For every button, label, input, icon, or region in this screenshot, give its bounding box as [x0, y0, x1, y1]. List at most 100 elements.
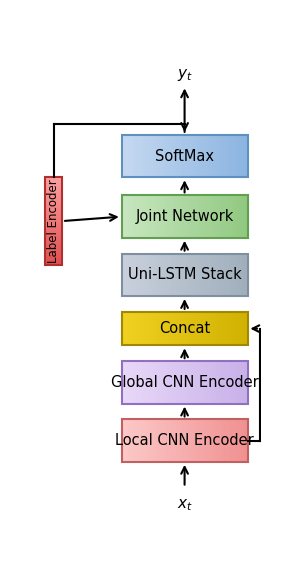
Bar [185, 254, 187, 296]
Bar [206, 361, 208, 404]
Text: Label Encoder: Label Encoder [47, 179, 60, 263]
Bar [45, 193, 62, 195]
Bar [136, 420, 139, 462]
Bar [45, 217, 62, 218]
Bar [168, 135, 170, 178]
Bar [193, 135, 195, 178]
Bar [126, 420, 128, 462]
Bar [195, 196, 197, 238]
Bar [226, 254, 229, 296]
Bar [210, 312, 212, 346]
Bar [124, 196, 126, 238]
Bar [206, 420, 208, 462]
Bar [45, 240, 62, 242]
Bar [245, 254, 248, 296]
Bar [193, 420, 195, 462]
Bar [226, 420, 229, 462]
Bar [208, 196, 210, 238]
Bar [212, 254, 214, 296]
Bar [222, 361, 225, 404]
Bar [187, 254, 189, 296]
Bar [239, 135, 242, 178]
Bar [235, 196, 237, 238]
Bar [189, 312, 191, 346]
Bar [134, 135, 137, 178]
Bar [45, 231, 62, 233]
Bar [170, 361, 172, 404]
Bar [216, 196, 218, 238]
Text: Global CNN Encoder: Global CNN Encoder [111, 375, 258, 390]
Bar [130, 312, 132, 346]
Bar [195, 420, 197, 462]
Bar [45, 221, 62, 222]
Bar [210, 420, 212, 462]
Bar [237, 361, 239, 404]
Bar [212, 135, 214, 178]
Bar [191, 254, 193, 296]
Bar [201, 361, 204, 404]
Bar [178, 196, 181, 238]
Bar [197, 312, 200, 346]
Bar [187, 312, 189, 346]
Bar [45, 208, 62, 210]
Bar [134, 196, 137, 238]
Bar [182, 312, 185, 346]
Bar [245, 361, 248, 404]
Bar [136, 312, 139, 346]
Bar [168, 196, 170, 238]
Bar [210, 254, 212, 296]
Bar [160, 254, 162, 296]
Bar [162, 196, 164, 238]
Bar [222, 254, 225, 296]
Bar [222, 135, 225, 178]
Bar [147, 135, 149, 178]
Bar [170, 196, 172, 238]
Bar [204, 135, 206, 178]
Bar [45, 177, 62, 179]
Bar [128, 420, 130, 462]
Bar [157, 135, 160, 178]
Bar [157, 254, 160, 296]
Text: Joint Network: Joint Network [135, 209, 234, 224]
Bar [189, 196, 191, 238]
Bar [45, 214, 62, 215]
Bar [45, 184, 62, 186]
Bar [212, 361, 214, 404]
Bar [199, 420, 202, 462]
Bar [185, 420, 187, 462]
Bar [155, 135, 157, 178]
Bar [45, 226, 62, 228]
Bar [214, 420, 216, 462]
Bar [237, 254, 239, 296]
Bar [208, 135, 210, 178]
Bar [132, 196, 135, 238]
Text: Uni-LSTM Stack: Uni-LSTM Stack [128, 267, 242, 282]
Bar [216, 254, 218, 296]
Bar [241, 312, 244, 346]
Bar [147, 312, 149, 346]
Bar [130, 135, 132, 178]
Bar [204, 420, 206, 462]
Bar [224, 196, 227, 238]
Bar [199, 254, 202, 296]
Bar [170, 135, 172, 178]
Bar [222, 420, 225, 462]
Bar [149, 196, 151, 238]
Bar [143, 254, 145, 296]
Bar [204, 361, 206, 404]
Bar [189, 254, 191, 296]
Bar [233, 135, 235, 178]
Bar [45, 260, 62, 262]
Bar [193, 361, 195, 404]
Bar [164, 196, 166, 238]
Bar [45, 211, 62, 212]
Bar [45, 254, 62, 256]
Bar [153, 420, 155, 462]
Bar [141, 135, 143, 178]
Text: SoftMax: SoftMax [155, 148, 214, 164]
Bar [45, 234, 62, 236]
Bar [182, 420, 185, 462]
Bar [128, 361, 130, 404]
Text: $y_t$: $y_t$ [177, 68, 193, 83]
Bar [149, 135, 151, 178]
